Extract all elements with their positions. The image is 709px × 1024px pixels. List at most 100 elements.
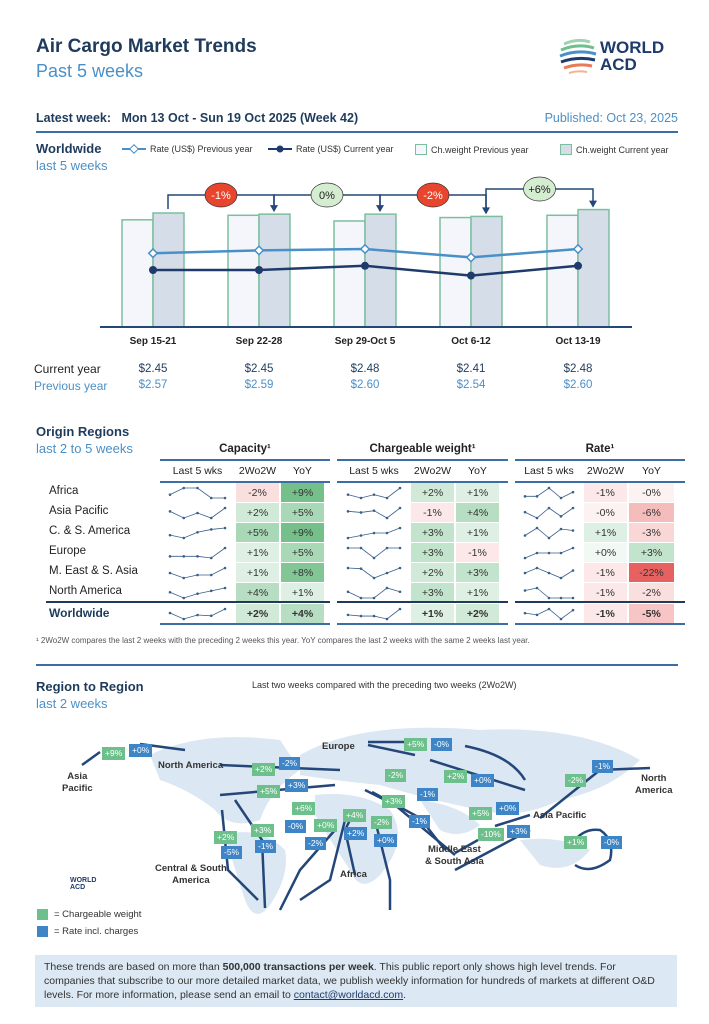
sparkline-point: [372, 596, 376, 600]
sparkline-point: [346, 493, 350, 496]
bar-cur-weight: [577, 208, 610, 328]
sparkline: [523, 607, 575, 621]
footer-text: These trends are based on more than: [44, 961, 223, 973]
value-cell: +8%: [281, 563, 324, 582]
rate-current-point: [361, 261, 369, 270]
sparkline: [168, 566, 227, 580]
weight-change-badge: +2%: [444, 770, 468, 783]
group-header: Rate¹: [585, 443, 615, 455]
weight-change-badge: +2%: [214, 831, 238, 844]
sparkline-point: [571, 608, 575, 612]
weight-change-badge: +4%: [343, 809, 367, 822]
sparkline-point: [168, 510, 172, 513]
sparkline-point: [346, 546, 350, 550]
sparkline-point: [571, 546, 575, 550]
sparkline-point: [223, 586, 227, 590]
value-cell: +1%: [584, 523, 627, 542]
previous-rate-value: $2.57: [138, 379, 168, 391]
sparkline-point: [535, 613, 539, 617]
map-region-label: Europe: [322, 741, 355, 752]
value-cell: -1%: [584, 483, 627, 502]
map-region-label: North America: [158, 760, 224, 771]
rate-change-badge: -1%: [592, 760, 614, 773]
sparkline-point: [209, 556, 213, 560]
value-cell: +3%: [411, 523, 454, 542]
worldwide-rule: [515, 601, 685, 603]
previous-rate-value: $2.60: [350, 379, 380, 391]
sparkline-point: [196, 613, 199, 617]
change-label: 0%: [319, 190, 335, 202]
sparkline-point: [223, 496, 227, 500]
value-cell: +1%: [411, 604, 454, 623]
sparkline-point: [523, 510, 527, 514]
change-label: -2%: [423, 190, 443, 202]
x-tick-label: Oct 13-19: [555, 336, 601, 347]
value-cell: -5%: [629, 604, 674, 623]
region-caption: Last two weeks compared with the precedi…: [252, 680, 517, 690]
previous-rate-value: $2.59: [244, 379, 274, 391]
value-cell: -0%: [629, 483, 674, 502]
value-cell: -6%: [629, 503, 674, 522]
legend-label: Ch.weight Previous year: [431, 144, 529, 155]
sparkline-point: [182, 536, 186, 540]
latest-week: Latest week: Mon 13 Oct - Sun 19 Oct 202…: [36, 111, 358, 125]
sparkline-point: [523, 556, 527, 560]
sparkline: [523, 586, 575, 600]
map-region-label: Asia Pacific: [62, 771, 93, 794]
column-header: Last 5 wks: [172, 465, 223, 477]
group-underline: [515, 459, 685, 461]
value-cell: +3%: [629, 543, 674, 562]
sparkline-point: [168, 590, 172, 594]
sparkline-point: [359, 534, 363, 537]
rate-change-badge: +0%: [496, 802, 520, 815]
sparkline-point: [547, 607, 551, 611]
rate-change-badge: -0%: [431, 738, 453, 751]
legend-rate: = Rate incl. charges: [37, 926, 138, 937]
divider: [36, 664, 678, 666]
sparkline-point: [398, 526, 402, 530]
change-bubble: [204, 182, 238, 208]
contact-email-link[interactable]: contact@worldacd.com: [293, 989, 404, 1001]
sparkline-point: [523, 571, 527, 575]
value-cell: +1%: [236, 543, 279, 562]
x-tick-label: Sep 22-28: [235, 336, 283, 347]
rate-previous-point: [465, 252, 477, 263]
sparkline-point: [346, 536, 350, 540]
bar-prev-weight: [121, 219, 154, 328]
divider: [36, 131, 678, 133]
sparkline-point: [182, 486, 186, 490]
sparkline-point: [547, 536, 551, 540]
weight-change-badge: -2%: [371, 816, 393, 829]
sparkline-point: [359, 546, 363, 550]
row-label: M. East & S. Asia: [49, 565, 138, 577]
sparkline-line: [524, 608, 574, 620]
logo-text-world: WORLD: [70, 877, 97, 884]
sparkline: [346, 586, 402, 600]
sparkline-point: [571, 596, 575, 600]
value-cell: +2%: [236, 604, 279, 623]
sparkline-point: [168, 533, 172, 537]
sparkline-point: [359, 567, 363, 570]
value-cell: +9%: [281, 523, 324, 542]
report-subtitle: Past 5 weeks: [36, 61, 144, 81]
sparkline: [168, 506, 227, 520]
region-title: Region to Region: [36, 679, 144, 694]
x-tick-label: Oct 6-12: [451, 336, 491, 347]
weight-change-badge: +2%: [252, 763, 276, 776]
value-cell: +2%: [411, 483, 454, 502]
value-cell: +5%: [236, 523, 279, 542]
sparkline: [346, 546, 402, 560]
value-cell: -0%: [584, 503, 627, 522]
sparkline: [523, 526, 575, 540]
sparkline-point: [209, 496, 213, 500]
arrow-down-icon: [589, 200, 597, 208]
value-cell: +5%: [281, 503, 324, 522]
sparkline-line: [169, 567, 226, 579]
sparkline-line: [525, 487, 574, 499]
sparkline-point: [547, 506, 551, 510]
sparkline-point: [359, 596, 363, 600]
previous-rate-value: $2.54: [456, 379, 486, 391]
rate-change-badge: +0%: [129, 744, 153, 757]
value-cell: +4%: [456, 503, 499, 522]
worldwide-subtitle: last 5 weeks: [36, 158, 108, 173]
